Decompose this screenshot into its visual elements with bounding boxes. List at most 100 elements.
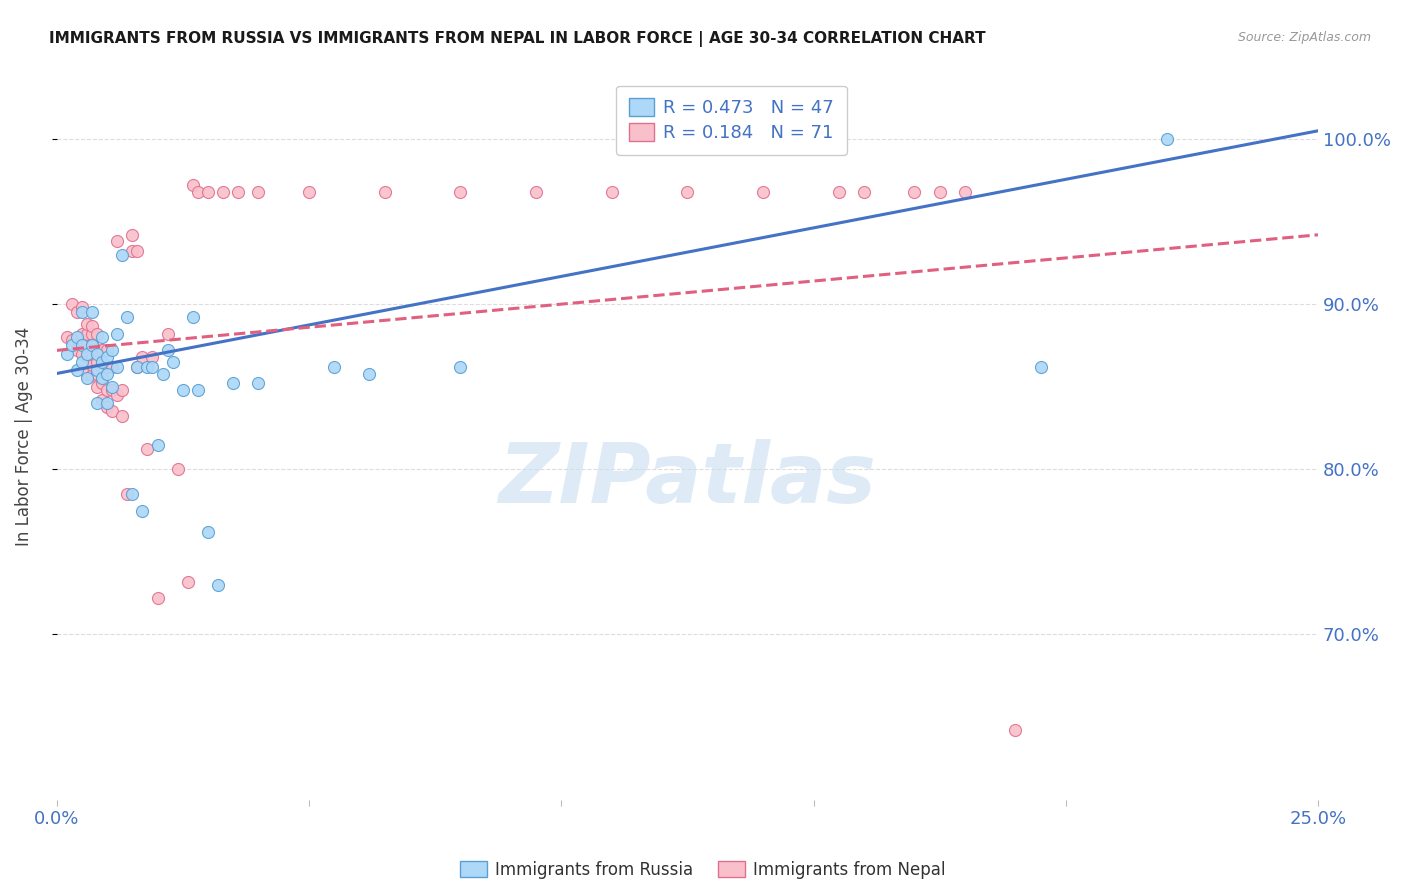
- Point: [247, 376, 270, 391]
- Point: [60, 338, 83, 352]
- Point: [207, 578, 229, 592]
- Point: [121, 487, 143, 501]
- Point: [187, 185, 209, 199]
- Point: [197, 524, 219, 539]
- Point: [70, 338, 93, 352]
- Point: [226, 185, 249, 199]
- Point: [70, 355, 93, 369]
- Point: [101, 383, 124, 397]
- Point: [86, 347, 108, 361]
- Point: [117, 487, 139, 501]
- Point: [156, 343, 179, 358]
- Point: [76, 350, 98, 364]
- Point: [146, 591, 169, 605]
- Point: [111, 409, 134, 424]
- Point: [928, 185, 950, 199]
- Point: [101, 343, 124, 358]
- Point: [86, 363, 108, 377]
- Point: [105, 326, 128, 341]
- Point: [91, 330, 114, 344]
- Point: [91, 392, 114, 407]
- Point: [212, 185, 235, 199]
- Point: [181, 310, 204, 325]
- Point: [853, 185, 876, 199]
- Legend: R = 0.473   N = 47, R = 0.184   N = 71: R = 0.473 N = 47, R = 0.184 N = 71: [616, 86, 846, 155]
- Legend: Immigrants from Russia, Immigrants from Nepal: Immigrants from Russia, Immigrants from …: [454, 855, 952, 886]
- Y-axis label: In Labor Force | Age 30-34: In Labor Force | Age 30-34: [15, 326, 32, 546]
- Point: [86, 355, 108, 369]
- Point: [181, 178, 204, 193]
- Point: [121, 227, 143, 242]
- Point: [70, 347, 93, 361]
- Point: [70, 326, 93, 341]
- Point: [1156, 132, 1178, 146]
- Point: [91, 355, 114, 369]
- Point: [76, 338, 98, 352]
- Point: [131, 350, 153, 364]
- Point: [91, 371, 114, 385]
- Point: [96, 396, 118, 410]
- Point: [96, 350, 118, 364]
- Point: [131, 503, 153, 517]
- Point: [111, 247, 134, 261]
- Point: [127, 359, 149, 374]
- Point: [105, 388, 128, 402]
- Text: ZIPatlas: ZIPatlas: [499, 440, 876, 520]
- Point: [449, 359, 471, 374]
- Point: [76, 317, 98, 331]
- Point: [91, 359, 114, 374]
- Point: [323, 359, 346, 374]
- Point: [1029, 359, 1052, 374]
- Point: [96, 359, 118, 374]
- Point: [166, 462, 188, 476]
- Point: [66, 305, 89, 319]
- Point: [247, 185, 270, 199]
- Point: [86, 367, 108, 381]
- Point: [101, 380, 124, 394]
- Point: [136, 359, 159, 374]
- Point: [80, 358, 103, 372]
- Point: [187, 383, 209, 397]
- Point: [86, 343, 108, 358]
- Point: [76, 367, 98, 381]
- Point: [101, 404, 124, 418]
- Point: [600, 185, 623, 199]
- Point: [66, 330, 89, 344]
- Point: [903, 185, 925, 199]
- Point: [127, 244, 149, 259]
- Point: [91, 376, 114, 391]
- Point: [146, 437, 169, 451]
- Point: [676, 185, 699, 199]
- Point: [80, 318, 103, 333]
- Point: [162, 355, 184, 369]
- Point: [70, 334, 93, 348]
- Point: [86, 326, 108, 341]
- Point: [55, 330, 77, 344]
- Point: [105, 235, 128, 249]
- Point: [298, 185, 321, 199]
- Point: [70, 305, 93, 319]
- Point: [80, 368, 103, 383]
- Point: [96, 400, 118, 414]
- Text: IMMIGRANTS FROM RUSSIA VS IMMIGRANTS FROM NEPAL IN LABOR FORCE | AGE 30-34 CORRE: IMMIGRANTS FROM RUSSIA VS IMMIGRANTS FRO…: [49, 31, 986, 47]
- Point: [172, 383, 194, 397]
- Point: [111, 383, 134, 397]
- Point: [136, 442, 159, 457]
- Point: [197, 185, 219, 199]
- Point: [1004, 723, 1026, 738]
- Point: [96, 383, 118, 397]
- Point: [80, 326, 103, 341]
- Point: [60, 297, 83, 311]
- Point: [752, 185, 775, 199]
- Point: [141, 359, 163, 374]
- Point: [91, 343, 114, 358]
- Point: [55, 347, 77, 361]
- Point: [60, 334, 83, 348]
- Point: [105, 359, 128, 374]
- Point: [76, 347, 98, 361]
- Point: [117, 310, 139, 325]
- Point: [76, 326, 98, 341]
- Point: [177, 574, 200, 589]
- Point: [121, 244, 143, 259]
- Point: [80, 347, 103, 361]
